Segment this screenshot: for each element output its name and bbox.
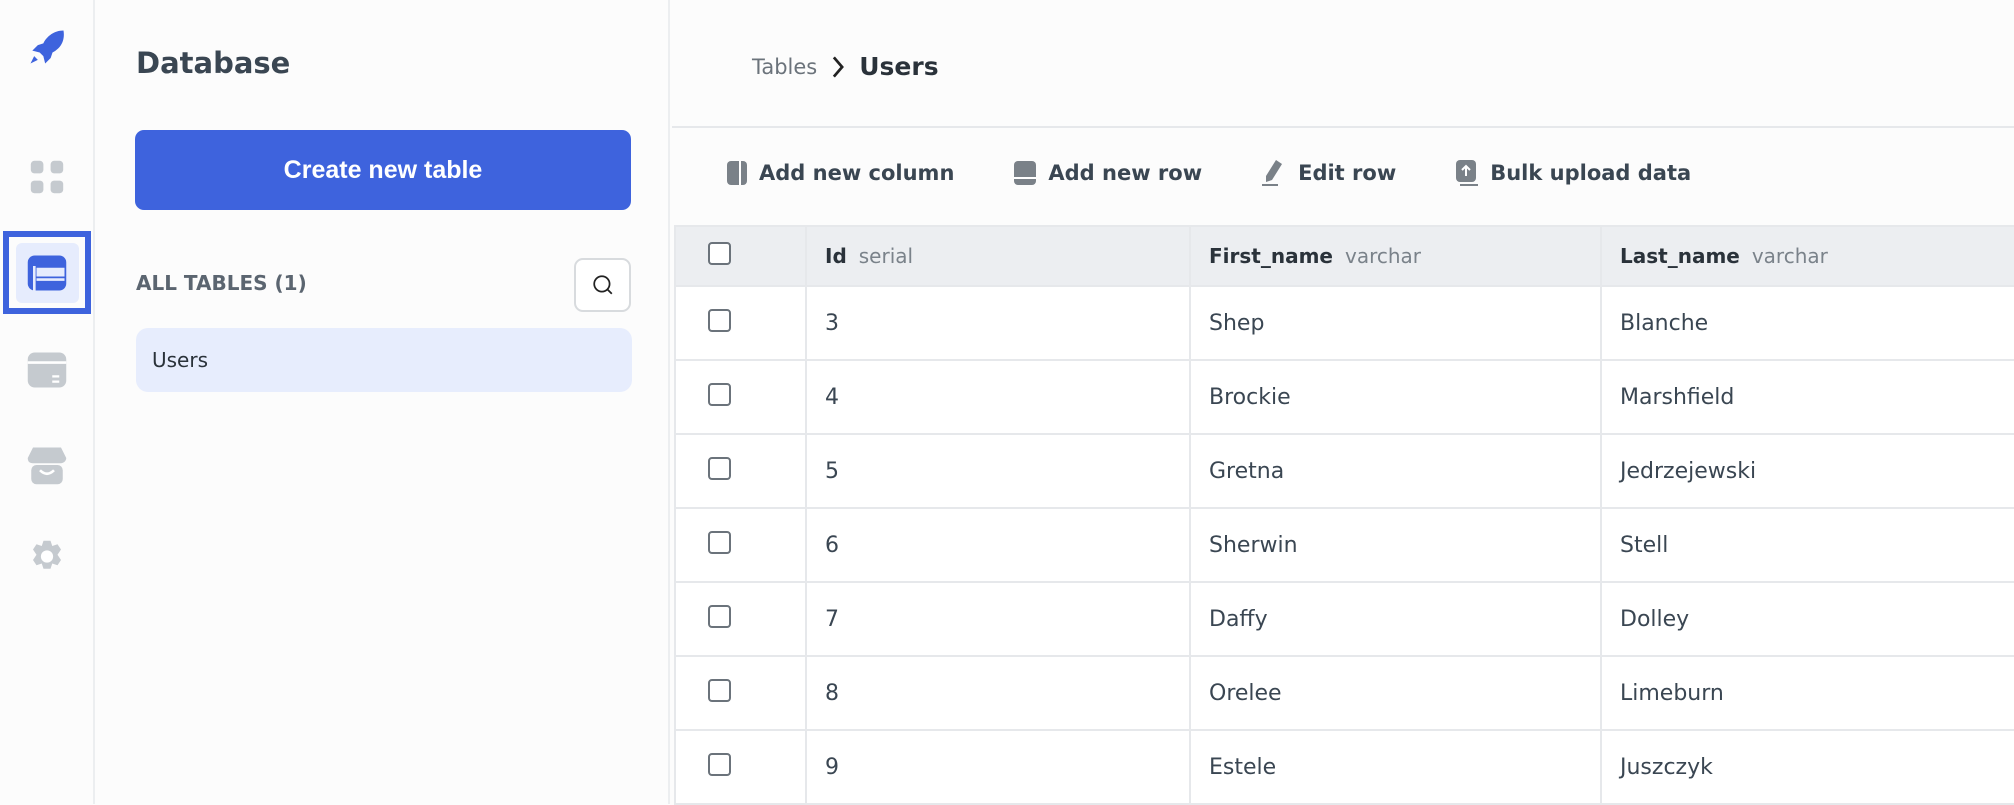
column-header-id[interactable]: Id serial (805, 225, 1191, 287)
table-header-row: Id serial First_name varchar Last_name varc… (674, 225, 2014, 287)
table-cell[interactable]: 8 (805, 655, 1191, 731)
database-sidebar: Database Create new table ALL TABLES (1)… (95, 0, 670, 804)
table-cell[interactable]: Jedrzejewski (1600, 433, 2014, 509)
main-content: Tables Users Add new column Add new row … (672, 0, 2014, 805)
column-name: Id (825, 244, 847, 268)
row-select-cell (674, 359, 807, 435)
breadcrumb-tables-link[interactable]: Tables (752, 54, 818, 79)
header-divider (672, 126, 2014, 128)
table-cell[interactable]: 5 (805, 433, 1191, 509)
row-checkbox[interactable] (708, 752, 731, 776)
add-column-icon (727, 161, 747, 185)
add-new-column-button[interactable]: Add new column (727, 160, 954, 186)
breadcrumb: Tables Users (752, 52, 939, 81)
table-list-item-users[interactable]: Users (136, 328, 632, 392)
users-data-table: Id serial First_name varchar Last_name varc… (674, 225, 2014, 805)
table-cell[interactable]: Estele (1189, 729, 1602, 805)
select-all-cell (674, 225, 807, 287)
table-cell[interactable]: Stell (1600, 507, 2014, 583)
table-cell[interactable]: Orelee (1189, 655, 1602, 731)
table-cell[interactable]: Daffy (1189, 581, 1602, 657)
column-name: First_name (1209, 244, 1333, 268)
table-row[interactable]: 4 Brockie Marshfield (674, 359, 2014, 435)
breadcrumb-current: Users (859, 52, 939, 81)
table-row[interactable]: 9 Estele Juszczyk (674, 729, 2014, 805)
table-cell[interactable]: 6 (805, 507, 1191, 583)
column-type: serial (858, 244, 914, 268)
add-new-row-label: Add new row (1048, 161, 1203, 185)
add-new-row-button[interactable]: Add new row (1014, 160, 1202, 186)
table-cell[interactable]: Shep (1189, 285, 1602, 361)
create-new-table-button[interactable]: Create new table (135, 130, 631, 210)
bulk-upload-data-button[interactable]: Bulk upload data (1456, 160, 1691, 186)
table-cell[interactable]: Juszczyk (1600, 729, 2014, 805)
upload-file-icon (1456, 160, 1479, 186)
storage-drawer-icon[interactable] (22, 345, 72, 395)
select-all-checkbox[interactable] (708, 242, 731, 265)
table-row[interactable]: 6 Sherwin Stell (674, 507, 2014, 583)
marketplace-store-icon[interactable] (22, 440, 72, 490)
table-cell[interactable]: 3 (805, 285, 1191, 361)
rocket-logo-icon[interactable] (22, 22, 72, 72)
search-tables-button[interactable] (574, 258, 631, 312)
edit-row-button[interactable]: Edit row (1262, 160, 1396, 186)
table-cell[interactable]: Dolley (1600, 581, 2014, 657)
edit-row-label: Edit row (1298, 161, 1397, 185)
row-checkbox[interactable] (708, 382, 731, 406)
column-type: varchar (1751, 244, 1828, 268)
add-new-column-label: Add new column (759, 161, 955, 185)
column-name: Last_name (1620, 244, 1740, 268)
table-cell[interactable]: 9 (805, 729, 1191, 805)
column-type: varchar (1344, 244, 1422, 268)
gear-icon[interactable] (22, 535, 72, 585)
row-select-cell (674, 507, 807, 583)
table-row[interactable]: 3 Shep Blanche (674, 285, 2014, 361)
table-toolbar: Add new column Add new row Edit row Bulk… (727, 160, 1691, 186)
icon-rail (0, 0, 95, 804)
table-cell[interactable]: Blanche (1600, 285, 2014, 361)
table-cell[interactable]: Marshfield (1600, 359, 2014, 435)
row-checkbox[interactable] (708, 456, 731, 480)
row-checkbox[interactable] (708, 308, 731, 332)
all-tables-label: ALL TABLES (1) (136, 271, 307, 295)
row-select-cell (674, 581, 807, 657)
row-checkbox[interactable] (708, 678, 731, 702)
add-row-icon (1014, 161, 1037, 185)
table-row[interactable]: 5 Gretna Jedrzejewski (674, 433, 2014, 509)
pencil-icon (1262, 160, 1283, 186)
database-table-icon (27, 255, 67, 290)
row-checkbox[interactable] (708, 530, 731, 554)
table-cell[interactable]: Brockie (1189, 359, 1602, 435)
table-cell[interactable]: Sherwin (1189, 507, 1602, 583)
table-row[interactable]: 8 Orelee Limeburn (674, 655, 2014, 731)
bulk-upload-label: Bulk upload data (1490, 161, 1692, 185)
row-select-cell (674, 285, 807, 361)
row-select-cell (674, 729, 807, 805)
column-header-first-name[interactable]: First_name varchar (1189, 225, 1602, 287)
row-select-cell (674, 655, 807, 731)
search-icon (592, 275, 612, 295)
table-row[interactable]: 7 Daffy Dolley (674, 581, 2014, 657)
table-cell[interactable]: 7 (805, 581, 1191, 657)
row-select-cell (674, 433, 807, 509)
column-header-last-name[interactable]: Last_name varchar (1600, 225, 2014, 287)
table-cell[interactable]: Limeburn (1600, 655, 2014, 731)
table-cell[interactable]: 4 (805, 359, 1191, 435)
sidebar-title: Database (136, 46, 291, 80)
apps-grid-icon[interactable] (22, 152, 72, 202)
database-tab-button[interactable] (3, 231, 91, 314)
chevron-right-icon (833, 55, 845, 78)
row-checkbox[interactable] (708, 604, 731, 628)
table-cell[interactable]: Gretna (1189, 433, 1602, 509)
